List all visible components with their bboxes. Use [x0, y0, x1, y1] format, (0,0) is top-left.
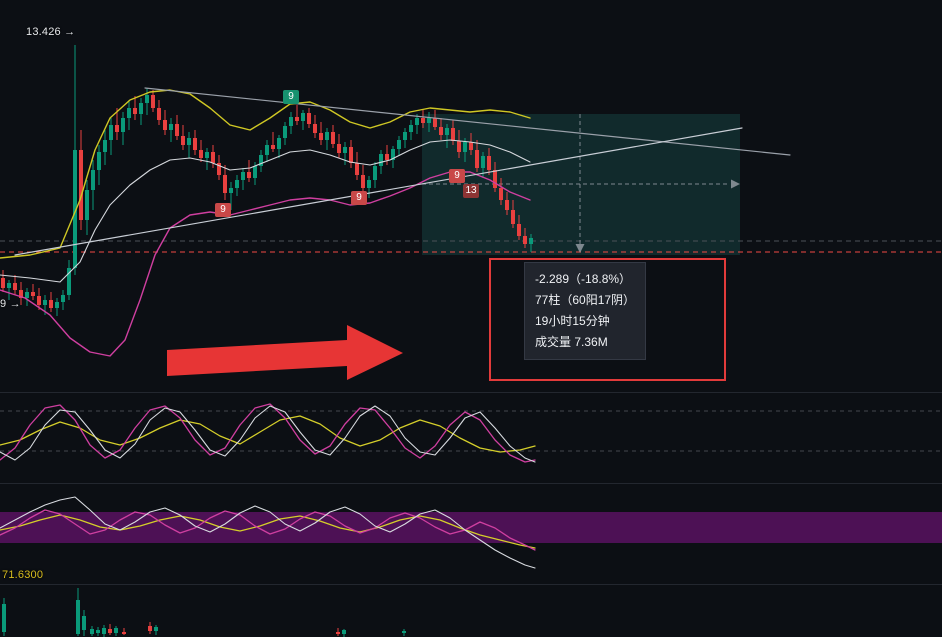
tooltip-volume: 成交量 7.36M [535, 335, 608, 349]
ascending-trendline [14, 127, 743, 256]
osc2-yellow-line [0, 514, 536, 549]
indicator-value-label: 71.6300 [2, 569, 44, 581]
descending-trendline [144, 87, 791, 156]
bar-count-badge[interactable]: 9 [449, 169, 465, 183]
upper-band-line [0, 89, 531, 259]
tooltip-bar-count: 77柱（60阳17阴） [535, 293, 636, 307]
osc1-yellow-line [0, 415, 536, 453]
annotation-arrow[interactable] [167, 325, 403, 380]
measure-vertical-arrowhead [575, 244, 585, 253]
osc2-white-line [0, 496, 536, 569]
tooltip-duration: 19小时15分钟 [535, 314, 610, 328]
bar-count-badge[interactable]: 9 [215, 203, 231, 217]
bar-count-badge[interactable]: 9 [283, 90, 299, 104]
left-price-level-label: 9 → [0, 298, 21, 310]
measurement-highlight-frame[interactable] [489, 258, 726, 381]
osc1-white-line [0, 405, 536, 463]
tooltip-price-change: -2.289（-18.8%） [535, 272, 632, 286]
lower-band-line [0, 171, 531, 357]
bottom-pane-candles [2, 588, 406, 637]
main-candles [1, 45, 533, 316]
bar-count-badge[interactable]: 13 [463, 184, 479, 198]
osc1-magenta-line [0, 403, 536, 463]
bar-count-badge[interactable]: 9 [351, 191, 367, 205]
osc2-magenta-line [0, 509, 536, 551]
mid-band-line [0, 139, 531, 283]
measurement-tooltip[interactable]: -2.289（-18.8%） 77柱（60阳17阴） 19小时15分钟 成交量 … [524, 262, 647, 360]
spike-high-price-label: 13.426 → [26, 26, 76, 38]
measure-horizontal-arrowhead [731, 179, 740, 189]
